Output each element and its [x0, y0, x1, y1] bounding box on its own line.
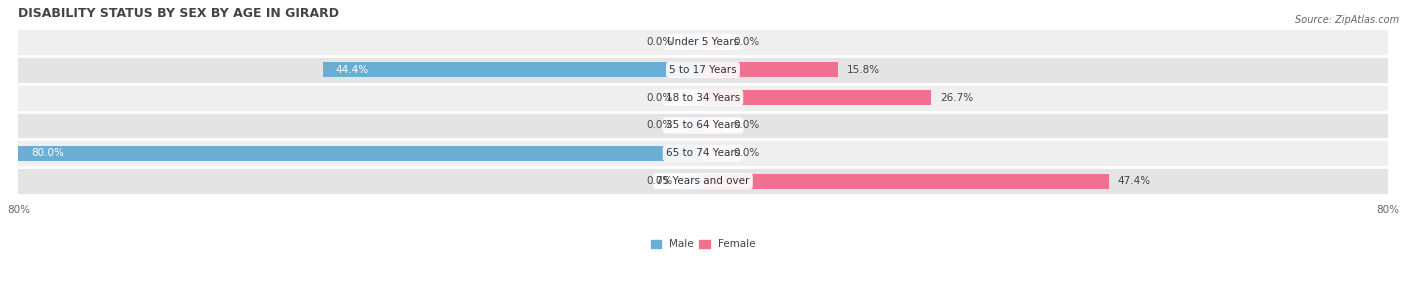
Text: 0.0%: 0.0% [647, 93, 673, 103]
Text: 80.0%: 80.0% [31, 148, 65, 158]
Text: 75 Years and over: 75 Years and over [657, 176, 749, 186]
Bar [703, 146, 724, 161]
Bar [323, 62, 703, 78]
Text: 26.7%: 26.7% [941, 93, 973, 103]
Text: DISABILITY STATUS BY SEX BY AGE IN GIRARD: DISABILITY STATUS BY SEX BY AGE IN GIRAR… [18, 7, 339, 20]
Text: 18 to 34 Years: 18 to 34 Years [666, 93, 740, 103]
Text: 65 to 74 Years: 65 to 74 Years [666, 148, 740, 158]
Text: 44.4%: 44.4% [336, 65, 368, 75]
Bar [18, 146, 703, 161]
Text: 35 to 64 Years: 35 to 64 Years [666, 120, 740, 130]
Bar [18, 167, 1388, 195]
Text: 0.0%: 0.0% [647, 120, 673, 130]
Bar [18, 112, 1388, 140]
Legend: Male, Female: Male, Female [647, 235, 759, 253]
Text: 5 to 17 Years: 5 to 17 Years [669, 65, 737, 75]
Bar [703, 174, 1108, 189]
Bar [682, 34, 703, 50]
Bar [682, 90, 703, 105]
Text: 0.0%: 0.0% [647, 37, 673, 47]
Bar [18, 56, 1388, 84]
Bar [682, 118, 703, 133]
Text: 0.0%: 0.0% [733, 148, 759, 158]
Text: 15.8%: 15.8% [846, 65, 880, 75]
Bar [703, 62, 838, 78]
Bar [18, 84, 1388, 112]
Text: 47.4%: 47.4% [1118, 176, 1150, 186]
Bar [703, 34, 724, 50]
Text: 0.0%: 0.0% [733, 120, 759, 130]
Bar [18, 140, 1388, 167]
Text: Source: ZipAtlas.com: Source: ZipAtlas.com [1295, 15, 1399, 25]
Bar [703, 118, 724, 133]
Bar [703, 90, 931, 105]
Text: 0.0%: 0.0% [647, 176, 673, 186]
Bar [682, 174, 703, 189]
Text: Under 5 Years: Under 5 Years [666, 37, 740, 47]
Bar [18, 28, 1388, 56]
Text: 0.0%: 0.0% [733, 37, 759, 47]
